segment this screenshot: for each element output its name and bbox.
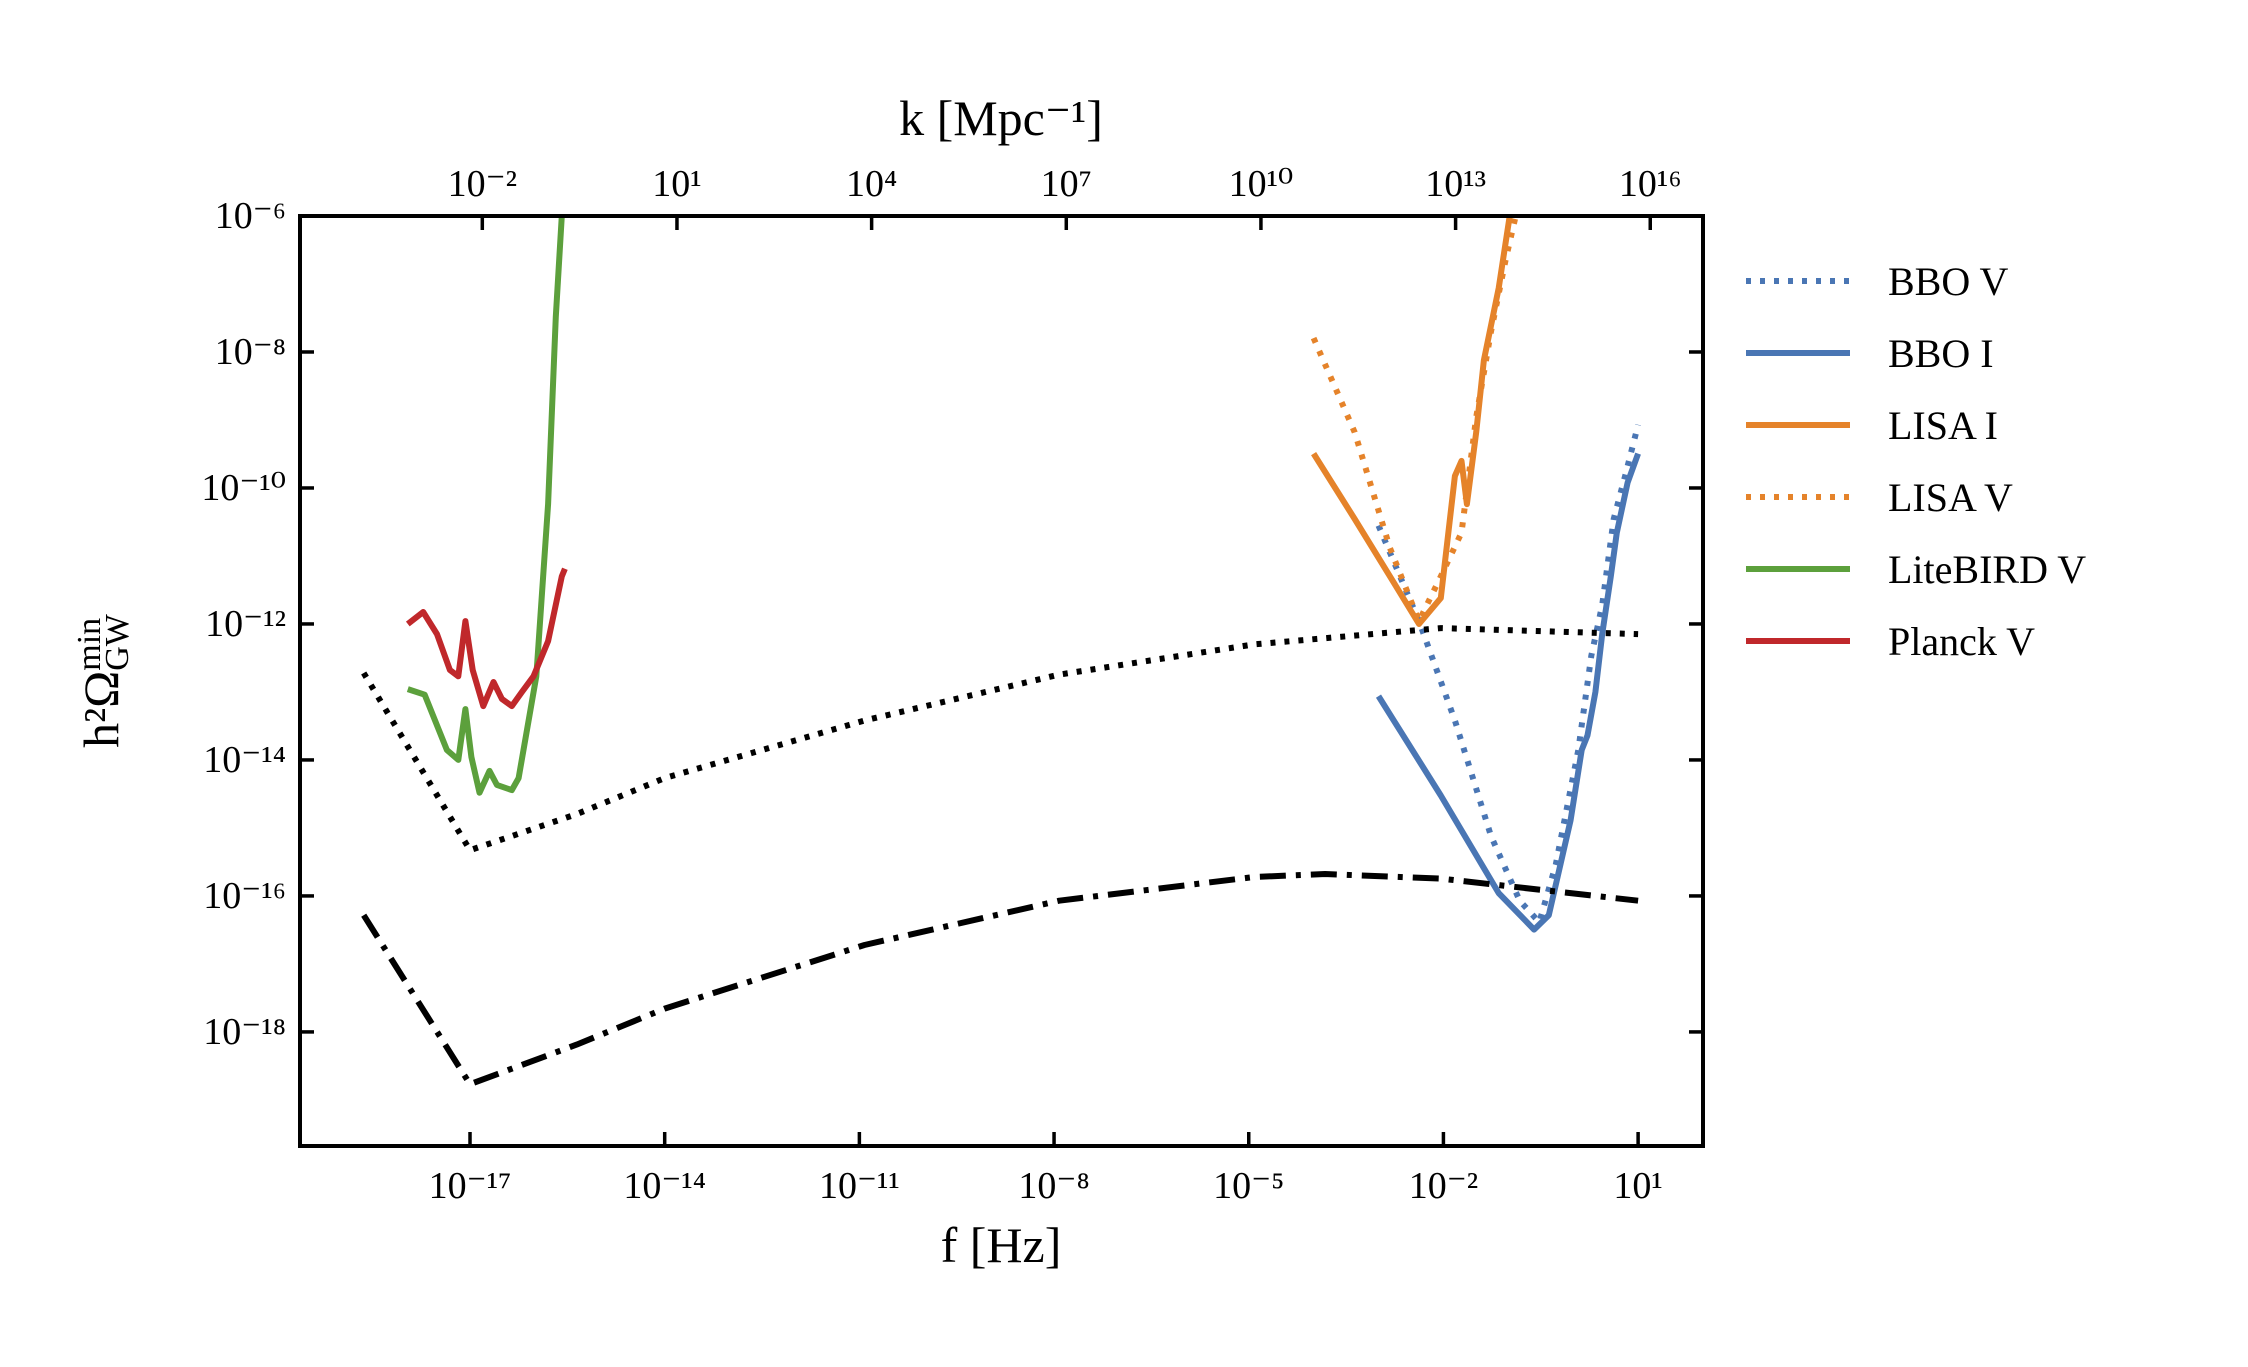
legend-label: LISA I: [1888, 403, 1998, 448]
y-tick-label: 10⁻¹⁶: [203, 875, 286, 917]
y-tick-label: 10⁻¹²: [205, 603, 286, 645]
x-tick-label: 10⁻¹⁴: [623, 1165, 706, 1207]
y-tick-label: 10⁻¹⁰: [201, 467, 286, 509]
y-label-base: h²Ω: [73, 671, 129, 748]
x2-axis-label: k [Mpc⁻¹]: [899, 90, 1103, 146]
series-line: [405, 567, 568, 710]
x-axis-label: f [Hz]: [941, 1217, 1062, 1273]
series-line: [1375, 452, 1641, 933]
x2-tick-label: 10¹⁶: [1619, 163, 1682, 205]
series-line: [1375, 424, 1642, 926]
legend-label: LiteBIRD V: [1888, 547, 2086, 592]
legend-label: BBO I: [1888, 331, 1994, 376]
x-tick-label: 10⁻⁵: [1213, 1165, 1284, 1207]
legend-label: BBO V: [1888, 259, 2009, 304]
legend-label: Planck V: [1888, 619, 2035, 664]
x2-tick-label: 10¹³: [1425, 163, 1486, 205]
y-label-sub: GW: [99, 613, 136, 671]
y-label-sup: min: [71, 618, 108, 671]
y-tick-label: 10⁻¹⁸: [203, 1011, 286, 1053]
x-tick-label: 10⁻²: [1409, 1165, 1478, 1207]
x-tick-label: 10¹: [1613, 1165, 1662, 1207]
x2-tick-label: 10⁷: [1041, 163, 1092, 205]
series-line: [1311, 216, 1513, 627]
x-tick-label: 10⁻¹¹: [819, 1165, 900, 1207]
y-tick-label: 10⁻⁶: [215, 195, 286, 237]
x2-tick-label: 10⁴: [846, 163, 897, 205]
series-line: [361, 871, 1639, 1088]
y-axis-label: h²ΩGWmin: [71, 613, 136, 748]
y-tick-label: 10⁻⁸: [215, 331, 286, 373]
x2-tick-label: 10¹⁰: [1229, 163, 1294, 205]
y-tick-label: 10⁻¹⁴: [203, 739, 286, 781]
x2-tick-label: 10⁻²: [448, 163, 517, 205]
x-tick-label: 10⁻¹⁷: [429, 1165, 512, 1207]
x-tick-label: 10⁻⁸: [1018, 1165, 1089, 1207]
x2-tick-label: 10¹: [652, 163, 701, 205]
series-line: [406, 216, 565, 796]
plot-frame: [298, 214, 1705, 1148]
legend-label: LISA V: [1888, 475, 2013, 520]
